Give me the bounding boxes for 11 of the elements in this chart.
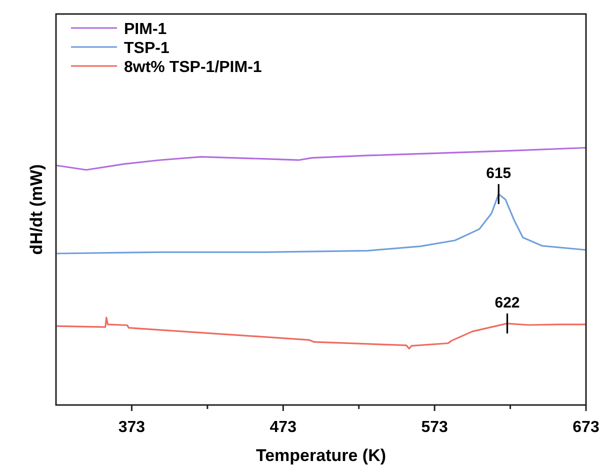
y-axis-title: dH/dt (mW) <box>27 164 46 255</box>
x-axis-title: Temperature (K) <box>256 446 386 465</box>
x-tick-label: 673 <box>572 419 600 436</box>
legend-label: TSP-1 <box>124 40 170 57</box>
x-tick-label: 373 <box>118 419 146 436</box>
legend-label: 8wt% TSP-1/PIM-1 <box>124 59 262 76</box>
legend-label: PIM-1 <box>124 21 167 38</box>
annotation: 615 <box>486 165 512 182</box>
x-tick-label: 473 <box>270 419 297 436</box>
x-tick-label: 573 <box>421 419 448 436</box>
annotation: 622 <box>494 294 520 312</box>
